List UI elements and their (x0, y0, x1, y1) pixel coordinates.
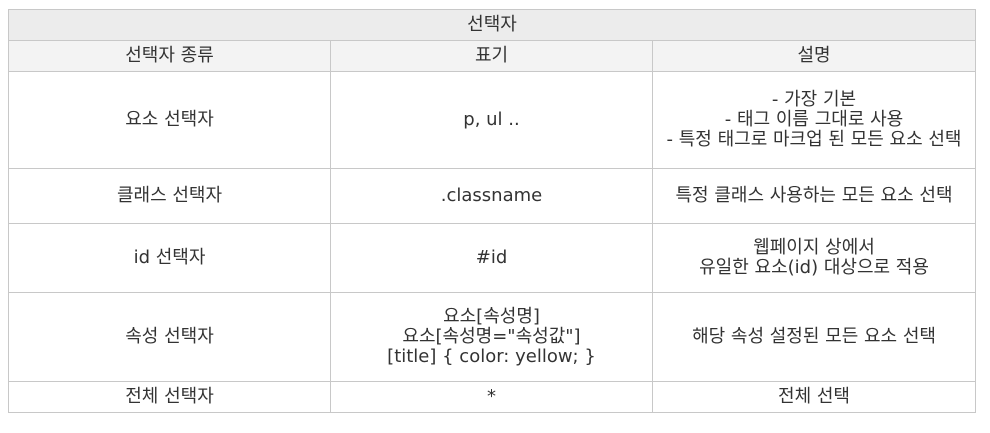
notation-cell: 요소[속성명] 요소[속성명="속성값"] [title] { color: y… (330, 292, 653, 382)
description-line: - 특정 태그로 마크업 된 모든 요소 선택 (666, 129, 962, 150)
description-line: - 태그 이름 그대로 사용 (724, 109, 904, 130)
description-line: 특정 클래스 사용하는 모든 요소 선택 (675, 185, 953, 206)
notation-line: #id (475, 247, 508, 268)
table-row: 전체 선택자 * 전체 선택 (8, 381, 977, 413)
selector-table-container: 선택자 선택자 종류 표기 설명 요소 선택자 p, ul .. - 가장 기본… (7, 9, 977, 413)
table-title-row: 선택자 (7, 9, 977, 41)
table-header-row: 선택자 종류 표기 설명 (8, 40, 977, 72)
notation-cell: .classname (330, 168, 653, 224)
description-cell: - 가장 기본 - 태그 이름 그대로 사용 - 특정 태그로 마크업 된 모든… (651, 71, 977, 169)
description-cell: 웹페이지 상에서 유일한 요소(id) 대상으로 적용 (651, 223, 977, 293)
table-row: id 선택자 #id 웹페이지 상에서 유일한 요소(id) 대상으로 적용 (8, 223, 977, 293)
column-header-description: 설명 (651, 40, 977, 72)
description-cell: 특정 클래스 사용하는 모든 요소 선택 (651, 168, 977, 224)
description-line: 웹페이지 상에서 (753, 237, 875, 258)
notation-cell: p, ul .. (330, 71, 653, 169)
notation-line: 요소[속성명] (443, 306, 540, 327)
selector-kind-cell: 요소 선택자 (8, 71, 331, 169)
notation-cell: #id (330, 223, 653, 293)
selector-kind-cell: id 선택자 (8, 223, 331, 293)
notation-cell: * (330, 381, 653, 413)
description-line: 전체 선택 (778, 386, 850, 407)
table-row: 속성 선택자 요소[속성명] 요소[속성명="속성값"] [title] { c… (8, 292, 977, 382)
description-line: 해당 속성 설정된 모든 요소 선택 (692, 326, 936, 347)
selector-kind-cell: 전체 선택자 (8, 381, 331, 413)
description-cell: 해당 속성 설정된 모든 요소 선택 (651, 292, 977, 382)
notation-line: p, ul .. (463, 109, 520, 130)
notation-line: .classname (440, 185, 543, 206)
description-cell: 전체 선택 (651, 381, 977, 413)
description-line: - 가장 기본 (771, 89, 857, 110)
notation-line: 요소[속성명="속성값"] (402, 326, 581, 347)
table-title: 선택자 (7, 9, 977, 41)
notation-line: [title] { color: yellow; } (387, 346, 596, 367)
notation-line: * (487, 386, 496, 407)
selector-table: 선택자 선택자 종류 표기 설명 요소 선택자 p, ul .. - 가장 기본… (7, 9, 977, 413)
table-row: 클래스 선택자 .classname 특정 클래스 사용하는 모든 요소 선택 (8, 168, 977, 224)
column-header-notation: 표기 (330, 40, 653, 72)
description-line: 유일한 요소(id) 대상으로 적용 (699, 257, 929, 278)
selector-kind-cell: 속성 선택자 (8, 292, 331, 382)
selector-kind-cell: 클래스 선택자 (8, 168, 331, 224)
table-row: 요소 선택자 p, ul .. - 가장 기본 - 태그 이름 그대로 사용 -… (8, 71, 977, 169)
column-header-kind: 선택자 종류 (8, 40, 331, 72)
